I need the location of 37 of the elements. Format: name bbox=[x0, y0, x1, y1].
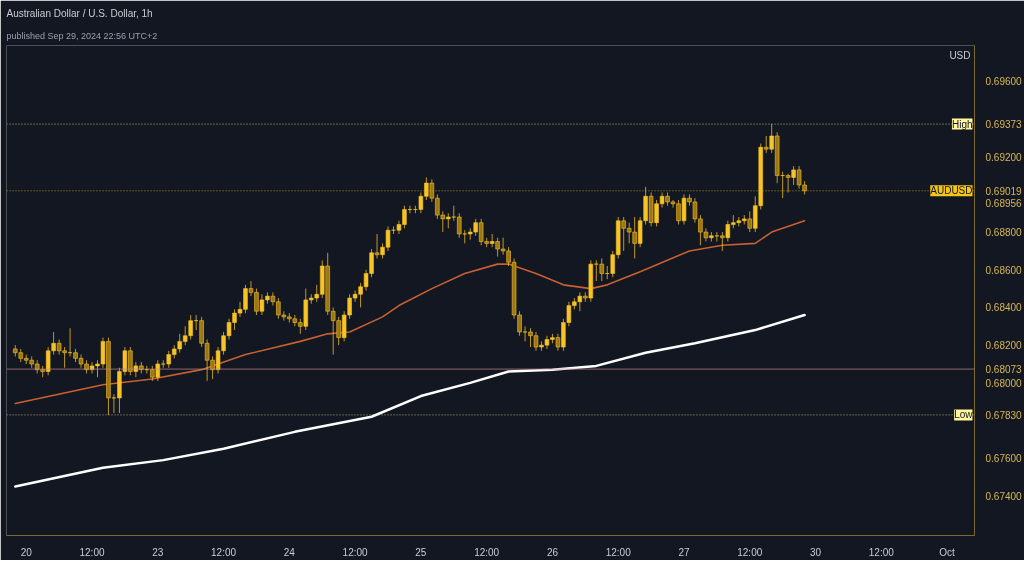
y-tick-label: 0.68400 bbox=[985, 302, 1023, 314]
x-tick-label: 20 bbox=[20, 546, 33, 558]
line-series bbox=[14, 313, 806, 488]
x-tick-label: 27 bbox=[678, 546, 690, 558]
y-tick-label: 0.69019 bbox=[985, 185, 1023, 197]
y-tick-label: 0.68600 bbox=[985, 264, 1023, 276]
x-tick-label: 30 bbox=[809, 546, 822, 558]
ref-line-label: AUDUSD bbox=[930, 185, 973, 197]
x-tick-label: 12:00 bbox=[342, 546, 369, 558]
x-tick-label: 12:00 bbox=[868, 546, 895, 558]
y-tick-label: 0.68000 bbox=[985, 377, 1023, 389]
x-tick-label: 12:00 bbox=[737, 546, 763, 558]
x-tick-label: 12:00 bbox=[211, 546, 237, 558]
y-tick-label: 0.68800 bbox=[985, 227, 1023, 239]
y-axis-title: USD bbox=[949, 49, 971, 61]
y-tick-label: 0.69373 bbox=[985, 119, 1023, 131]
y-tick-label: 0.67600 bbox=[985, 453, 1023, 465]
y-tick-label: 0.67400 bbox=[985, 490, 1023, 502]
chart-title: Australian Dollar / U.S. Dollar, 1h bbox=[6, 7, 153, 19]
x-tick-label: 25 bbox=[415, 546, 427, 558]
y-tick-label: 0.67830 bbox=[985, 409, 1023, 421]
y-tick-label: 0.69200 bbox=[985, 151, 1023, 163]
x-tick-label: 12:00 bbox=[605, 546, 632, 558]
x-tick-label: 12:00 bbox=[474, 546, 500, 558]
x-tick-label: Oct bbox=[939, 546, 956, 558]
y-tick-label: 0.69600 bbox=[985, 76, 1023, 88]
x-tick-label: 23 bbox=[152, 546, 164, 558]
x-tick-label: 24 bbox=[283, 546, 296, 558]
x-tick-label: 12:00 bbox=[79, 546, 105, 558]
ref-line-label: High bbox=[951, 118, 973, 130]
y-tick-label: 0.68200 bbox=[985, 340, 1023, 352]
x-tick-label: 26 bbox=[546, 546, 559, 558]
y-tick-label: 0.68073 bbox=[985, 364, 1023, 376]
y-tick-label: 0.68956 bbox=[985, 197, 1023, 209]
ref-line-label: Low bbox=[954, 409, 974, 421]
line-series bbox=[14, 219, 806, 405]
text: published Sep 29, 2024 22:56 UTC+2 bbox=[6, 30, 158, 41]
